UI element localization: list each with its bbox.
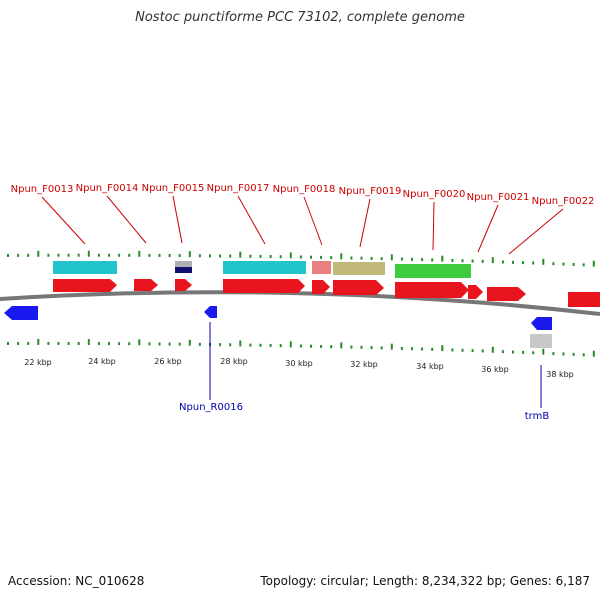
scale-label: 28 kbp [220, 357, 248, 366]
feature-bar-lightgray[interactable] [530, 334, 552, 348]
feature-bar-green[interactable] [395, 264, 471, 278]
feature-bar-gray[interactable] [175, 261, 192, 267]
reverse-genes [4, 306, 552, 330]
gene-label-forward[interactable]: Npun_F0017 [207, 183, 270, 194]
gene-label-forward[interactable]: Npun_F0014 [76, 183, 139, 194]
gene-label-forward[interactable]: Npun_F0018 [273, 184, 336, 195]
scale-label: 26 kbp [154, 357, 182, 366]
scale-labels: 22 kbp 24 kbp 26 kbp 28 kbp 30 kbp 32 kbp 34 k… [24, 357, 574, 379]
gene-arrow-reverse-1[interactable] [4, 306, 38, 320]
scale-label: 32 kbp [350, 360, 378, 369]
feature-bar-pink[interactable] [312, 261, 331, 274]
gene-label-reverse[interactable]: Npun_R0016 [179, 402, 243, 413]
leader-line [237, 195, 266, 245]
scale-label: 30 kbp [285, 359, 313, 368]
gene-arrow-r0016[interactable] [204, 306, 217, 318]
gene-label-forward[interactable]: Npun_F0019 [339, 186, 402, 197]
feature-bar-cyan-2[interactable] [223, 261, 306, 274]
scale-label: 34 kbp [416, 362, 444, 371]
scale-label: 38 kbp [546, 370, 574, 379]
leader-line [359, 198, 371, 248]
gene-labels: Npun_F0013 Npun_F0014 Npun_F0015 Npun_F0017… [11, 183, 595, 422]
gene-label-forward[interactable]: Npun_F0021 [467, 192, 530, 203]
accession-text: Accession: NC_010628 [8, 574, 145, 588]
gene-label-forward[interactable]: Npun_F0022 [532, 196, 595, 207]
gene-label-forward[interactable]: Npun_F0013 [11, 184, 74, 195]
gene-label-reverse[interactable]: trmB [525, 411, 550, 422]
gene-arrow-f0014[interactable] [134, 279, 158, 291]
leader-line [106, 195, 147, 244]
forward-genes [53, 279, 600, 307]
scale-label: 36 kbp [481, 365, 509, 374]
gene-arrow-f0021[interactable] [468, 285, 483, 299]
leader-line [41, 196, 86, 245]
feature-bar-cyan-1[interactable] [53, 261, 117, 274]
feature-track [53, 261, 552, 348]
leader-line [432, 201, 435, 251]
scale-label: 24 kbp [88, 357, 116, 366]
feature-bar-navy[interactable] [175, 267, 192, 273]
gene-arrow-offscreen[interactable] [568, 292, 600, 307]
genome-backbone [0, 290, 600, 316]
gene-arrow-f0022[interactable] [487, 287, 526, 301]
gene-label-forward[interactable]: Npun_F0020 [403, 189, 466, 200]
scale-label: 22 kbp [24, 358, 52, 367]
genome-title: Nostoc punctiforme PCC 73102, complete g… [135, 10, 465, 25]
leader-line [508, 208, 564, 255]
gene-label-forward[interactable]: Npun_F0015 [142, 183, 205, 194]
gene-arrow-f0013[interactable] [53, 279, 117, 292]
leader-line [172, 195, 183, 244]
gene-arrow-f0018[interactable] [312, 280, 330, 294]
feature-bar-olive[interactable] [333, 262, 385, 275]
gene-arrow-f0019[interactable] [333, 280, 384, 295]
gene-arrow-trmb[interactable] [531, 317, 552, 330]
tick-row-bottom [7, 338, 595, 357]
gene-arrow-f0015[interactable] [175, 279, 192, 291]
leader-line [303, 196, 323, 246]
leader-line [477, 204, 499, 253]
tick-row-top [7, 250, 595, 267]
gene-arrow-f0020[interactable] [395, 282, 469, 298]
genome-summary-text: Topology: circular; Length: 8,234,322 bp… [260, 574, 590, 588]
gene-arrow-f0017[interactable] [223, 279, 305, 293]
label-leader-lines [41, 195, 564, 408]
